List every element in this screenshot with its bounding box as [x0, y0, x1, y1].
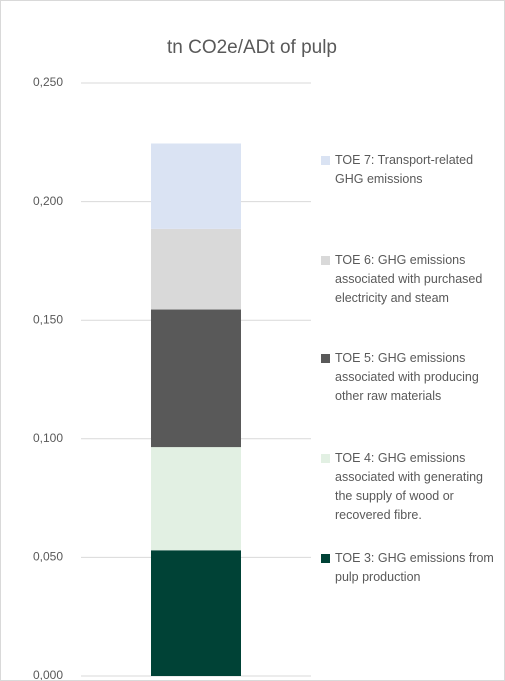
- y-tick-label: 0,200: [33, 194, 63, 208]
- legend-entry: TOE 6: GHG emissions associated with pur…: [321, 251, 501, 308]
- chart-title: tn CO2e/ADt of pulp: [167, 37, 337, 58]
- y-tick-label: 0,250: [33, 75, 63, 89]
- legend-entry: TOE 4: GHG emissions associated with gen…: [321, 449, 501, 525]
- legend-label: TOE 4: GHG emissions associated with gen…: [335, 451, 484, 522]
- legend-label: TOE 5: GHG emissions associated with pro…: [335, 351, 479, 403]
- y-tick-label: 0,150: [33, 312, 63, 326]
- legend-entry: TOE 7: Transport-related GHG emissions: [321, 151, 501, 189]
- legend-entry: TOE 5: GHG emissions associated with pro…: [321, 349, 501, 406]
- bar-segment: [151, 309, 241, 448]
- y-tick-label: 0,100: [33, 431, 63, 445]
- bar-segment: [151, 228, 241, 310]
- legend-label: TOE 3: GHG emissions from pulp productio…: [335, 551, 494, 584]
- legend-label: TOE 7: Transport-related GHG emissions: [335, 153, 474, 186]
- legend-swatch: [321, 554, 330, 563]
- bar-segment: [151, 550, 241, 676]
- bar-segment: [151, 447, 241, 551]
- legend-swatch: [321, 354, 330, 363]
- y-tick-label: 0,000: [33, 668, 63, 680]
- legend-swatch: [321, 454, 330, 463]
- legend-entry: TOE 3: GHG emissions from pulp productio…: [321, 549, 501, 587]
- legend-swatch: [321, 256, 330, 265]
- bar-segment: [151, 143, 241, 229]
- legend-swatch: [321, 156, 330, 165]
- legend-label: TOE 6: GHG emissions associated with pur…: [335, 253, 483, 305]
- y-tick-label: 0,050: [33, 550, 63, 564]
